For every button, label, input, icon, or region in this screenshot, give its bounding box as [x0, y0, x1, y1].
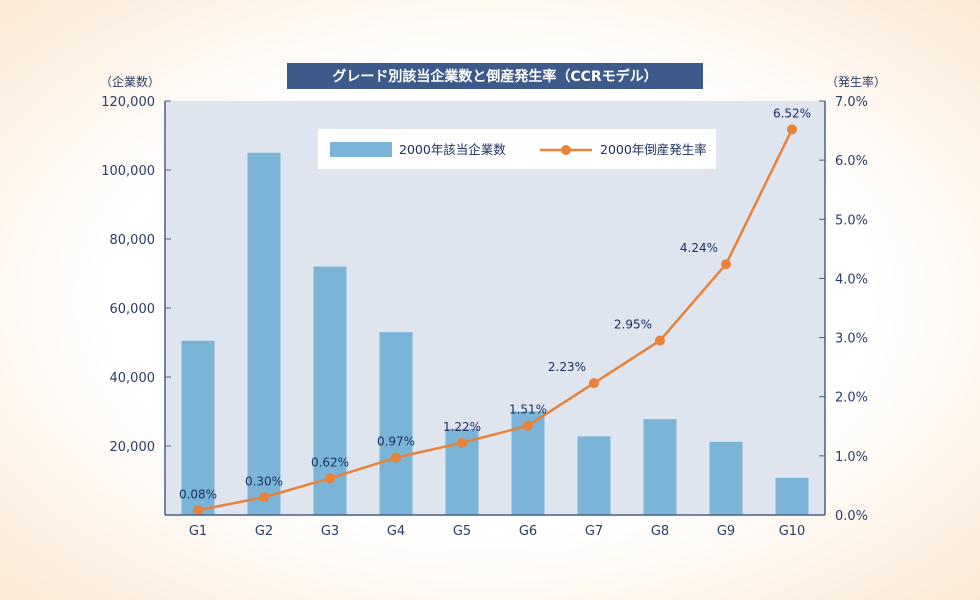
left-tick-label: 120,000	[101, 95, 155, 110]
x-tick-label: G8	[651, 524, 669, 539]
rate-point-g7	[589, 378, 599, 389]
legend-bar-swatch	[330, 142, 392, 157]
right-tick-label: 1.0%	[835, 450, 868, 465]
x-tick-label: G5	[453, 524, 471, 539]
x-tick-label: G9	[717, 524, 735, 539]
rate-label: 0.97%	[377, 435, 415, 449]
right-axis-unit-label: （発生率）	[826, 74, 886, 89]
chart-title-background	[287, 63, 703, 89]
rate-point-g6	[523, 420, 533, 431]
chart-title-box: グレード別該当企業数と倒産発生率（CCRモデル）	[287, 63, 703, 89]
legend-bar-label: 2000年該当企業数	[399, 142, 506, 157]
right-tick-label: 0.0%	[835, 509, 868, 524]
rate-point-g2	[259, 492, 269, 503]
legend-line-label: 2000年倒産発生率	[600, 142, 707, 157]
bar-g9	[709, 441, 743, 515]
rate-label: 1.22%	[443, 420, 481, 434]
left-axis-unit-label: （企業数）	[100, 74, 160, 89]
x-tick-label: G4	[387, 524, 405, 539]
rate-line	[197, 128, 794, 512]
rate-point-g4	[391, 452, 401, 463]
legend: 2000年該当企業数 2000年倒産発生率	[318, 129, 716, 169]
rate-point-g8	[655, 335, 665, 346]
bar-g7	[577, 436, 611, 515]
chart-title: グレード別該当企業数と倒産発生率（CCRモデル）	[332, 68, 657, 85]
left-tick-label: 20,000	[110, 440, 156, 455]
right-tick-label: 5.0%	[835, 213, 868, 228]
bar-g8	[643, 419, 677, 515]
x-tick-label: G3	[321, 524, 339, 539]
rate-label: 0.30%	[245, 474, 283, 488]
x-tick-label: G7	[585, 524, 603, 539]
rate-label: 2.95%	[614, 318, 652, 332]
right-tick-label: 3.0%	[835, 332, 868, 347]
bar-g4	[379, 332, 413, 515]
x-tick-label: G6	[519, 524, 537, 539]
x-tick-label: G2	[255, 524, 273, 539]
bar-g2	[247, 152, 281, 515]
legend-line-marker	[561, 145, 571, 155]
rate-point-g3	[325, 473, 335, 484]
left-tick-label: 100,000	[101, 164, 155, 179]
left-tick-label: 80,000	[110, 233, 156, 248]
left-tick-label: 40,000	[110, 371, 156, 386]
rate-label: 2.23%	[548, 360, 586, 374]
rate-label: 1.51%	[509, 403, 547, 417]
bar-g10	[775, 477, 809, 515]
rate-label: 0.08%	[179, 487, 217, 501]
bar-g1	[181, 340, 215, 515]
rate-point-g5	[457, 437, 467, 448]
right-tick-label: 4.0%	[835, 272, 868, 287]
right-tick-label: 2.0%	[835, 391, 868, 406]
rate-label: 0.62%	[311, 455, 349, 469]
rate-label: 4.24%	[680, 241, 718, 255]
right-tick-label: 7.0%	[835, 95, 868, 110]
right-tick-label: 6.0%	[835, 154, 868, 169]
rate-point-g9	[721, 259, 731, 270]
rate-label: 6.52%	[773, 106, 811, 120]
left-tick-label: 60,000	[110, 302, 156, 317]
x-tick-label: G10	[779, 524, 806, 539]
x-tick-label: G1	[189, 524, 207, 539]
rate-point-g1	[193, 505, 203, 516]
rate-point-g10	[787, 124, 797, 135]
